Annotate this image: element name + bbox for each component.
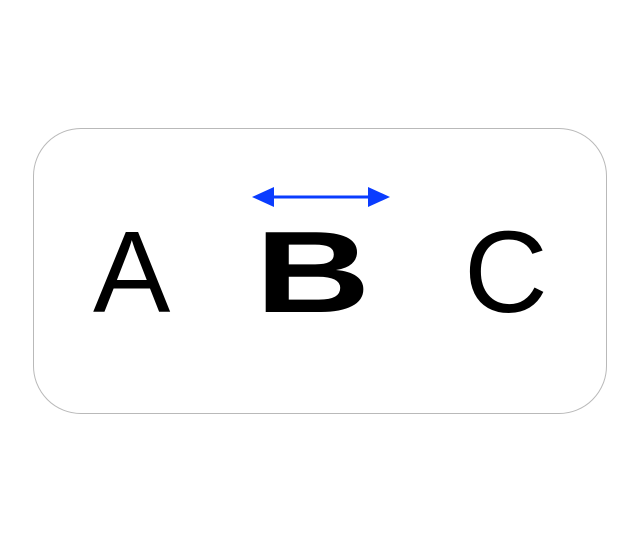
letter-c: C	[464, 207, 548, 337]
letters-panel	[33, 128, 607, 414]
letter-a: A	[93, 207, 171, 337]
arrow-head-left	[252, 187, 274, 207]
double-arrow-icon	[252, 187, 390, 207]
letter-b-stretched: B	[255, 207, 371, 337]
arrow-head-right	[368, 187, 390, 207]
